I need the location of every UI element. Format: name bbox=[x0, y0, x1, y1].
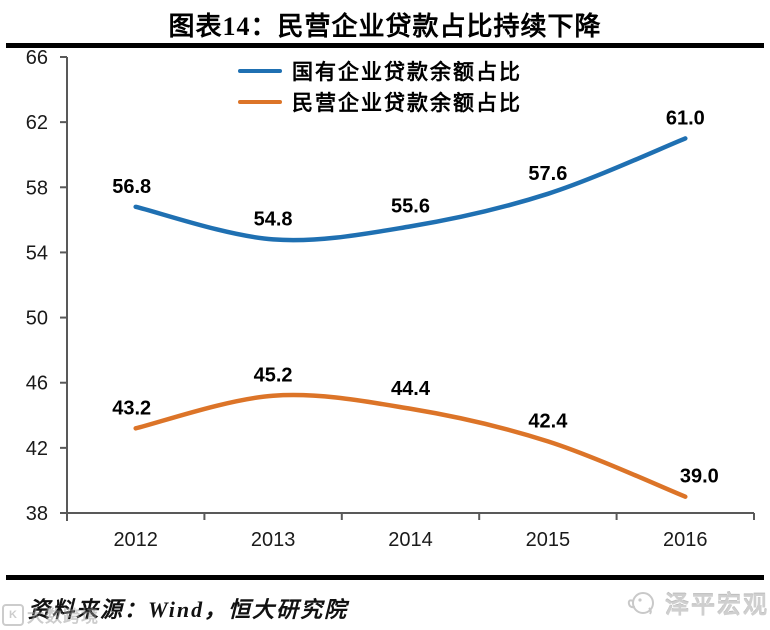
svg-text:2016: 2016 bbox=[663, 529, 708, 551]
chart-legend: 国有企业贷款余额占比 民营企业贷款余额占比 bbox=[238, 56, 522, 116]
svg-text:62: 62 bbox=[26, 112, 48, 134]
svg-text:56.8: 56.8 bbox=[112, 176, 151, 198]
svg-text:61.0: 61.0 bbox=[666, 107, 705, 129]
svg-text:2015: 2015 bbox=[526, 529, 571, 551]
svg-text:39.0: 39.0 bbox=[680, 466, 719, 488]
legend-label-private: 民营企业贷款余额占比 bbox=[292, 90, 522, 115]
title-divider-rule bbox=[6, 43, 764, 48]
legend-label-soe: 国有企业贷款余额占比 bbox=[292, 59, 522, 84]
svg-text:2013: 2013 bbox=[251, 529, 296, 551]
data-source-note: 资料来源：Wind，恒大研究院 bbox=[28, 597, 349, 622]
legend-item-soe: 国有企业贷款余额占比 bbox=[238, 56, 522, 85]
svg-text:50: 50 bbox=[26, 308, 48, 330]
svg-text:55.6: 55.6 bbox=[391, 195, 430, 217]
footer-divider-rule bbox=[6, 575, 764, 580]
svg-text:42.4: 42.4 bbox=[528, 410, 568, 432]
svg-text:58: 58 bbox=[26, 177, 48, 199]
svg-text:46: 46 bbox=[26, 373, 48, 395]
svg-text:54.8: 54.8 bbox=[254, 208, 293, 230]
brand-watermark: 泽平宏观 bbox=[625, 585, 769, 620]
svg-text:43.2: 43.2 bbox=[112, 397, 151, 419]
legend-item-private: 民营企业贷款余额占比 bbox=[238, 87, 522, 116]
svg-text:66: 66 bbox=[26, 47, 48, 69]
brand-name: 泽平宏观 bbox=[665, 593, 769, 619]
chart-title: 图表14：民营企业贷款占比持续下降 bbox=[168, 12, 602, 41]
svg-text:2014: 2014 bbox=[388, 529, 433, 551]
legend-swatch-orange-line bbox=[238, 99, 282, 104]
zeping-macro-logo-icon bbox=[627, 591, 654, 615]
svg-text:44.4: 44.4 bbox=[391, 378, 431, 400]
legend-swatch-blue-line bbox=[238, 68, 282, 73]
svg-text:42: 42 bbox=[26, 438, 48, 460]
svg-text:2012: 2012 bbox=[113, 529, 158, 551]
svg-text:45.2: 45.2 bbox=[254, 365, 293, 387]
svg-text:54: 54 bbox=[26, 242, 48, 264]
svg-text:57.6: 57.6 bbox=[528, 163, 567, 185]
svg-text:38: 38 bbox=[26, 503, 48, 525]
